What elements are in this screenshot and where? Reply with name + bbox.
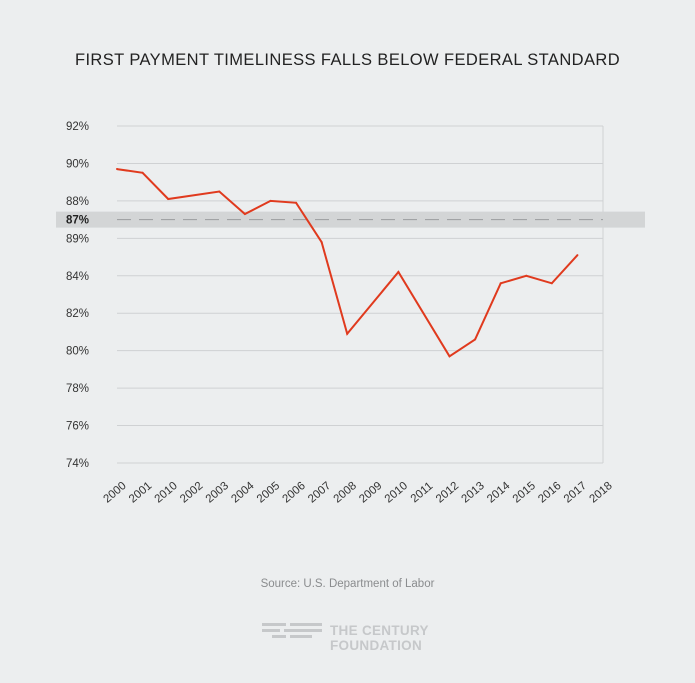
data-point	[269, 199, 272, 202]
tcf-logo-icon	[262, 623, 322, 638]
series	[116, 168, 579, 358]
x-tick-label: 2003	[204, 480, 231, 506]
data-point	[448, 355, 451, 358]
x-tick-label: 2006	[280, 480, 307, 506]
x-tick-label: 2005	[255, 480, 282, 506]
line-chart: 87% 92%90%88%89%84%82%80%78%76%74% 20002…	[56, 121, 645, 506]
y-axis-ticks: 92% 90% 88% 89% 84% 82% 80% 78% 76% 74%	[66, 121, 89, 470]
y-tick-label: 80%	[66, 346, 89, 358]
data-point	[550, 282, 553, 285]
x-tick-label: 2016	[536, 480, 563, 506]
logo-line-2: FOUNDATION	[330, 638, 422, 653]
y-tick-label: 84%	[66, 271, 89, 283]
y-tick-label: 78%	[66, 383, 89, 395]
data-point	[397, 271, 400, 274]
chart-title: FIRST PAYMENT TIMELINESS FALLS BELOW FED…	[74, 51, 621, 69]
source-note: Source: U.S. Department of Labor	[260, 578, 435, 590]
logo-line-1: THE CENTURY	[330, 623, 429, 638]
series-line	[116, 168, 579, 358]
standard-band: 87%	[56, 211, 645, 228]
x-tick-label: 2002	[178, 480, 205, 506]
x-tick-label: 2017	[562, 480, 589, 506]
data-point	[167, 198, 170, 201]
data-point	[346, 332, 349, 335]
x-tick-label: 2011	[409, 480, 436, 505]
x-tick-label: 2012	[434, 480, 461, 506]
x-axis-ticks: 2000200120102002200320042005200620072008…	[101, 479, 614, 505]
x-tick-label: 2008	[332, 480, 359, 506]
y-tick-label: 90%	[66, 158, 89, 170]
data-point	[218, 190, 221, 193]
y-tick-label: 89%	[66, 233, 89, 245]
data-point	[525, 274, 528, 277]
logo-wordmark: THE CENTURY FOUNDATION	[330, 623, 429, 653]
x-tick-label: 2014	[485, 479, 513, 505]
x-tick-label: 2001	[127, 480, 154, 506]
data-point	[141, 171, 144, 174]
y-tick-label: 88%	[66, 196, 89, 208]
x-tick-label: 2013	[460, 480, 487, 506]
x-tick-label: 2018	[587, 480, 614, 506]
data-point	[499, 282, 502, 285]
y-tick-label: 74%	[66, 458, 89, 470]
data-point	[116, 168, 118, 171]
y-tick-label: 82%	[66, 308, 89, 320]
standard-label: 87%	[66, 215, 89, 227]
data-point	[243, 212, 246, 215]
x-tick-label: 2010	[383, 480, 410, 506]
gridlines	[117, 125, 604, 464]
x-tick-label: 2004	[229, 479, 257, 505]
y-tick-label: 76%	[66, 421, 89, 433]
x-tick-label: 2007	[306, 480, 333, 506]
x-tick-label: 2015	[511, 480, 538, 506]
x-tick-label: 2000	[101, 480, 128, 506]
data-point	[320, 241, 323, 244]
x-tick-label: 2009	[357, 480, 384, 506]
data-point	[295, 201, 298, 204]
x-tick-label: 2010	[153, 480, 180, 506]
data-point	[474, 338, 477, 341]
data-point	[576, 254, 579, 257]
y-tick-label: 92%	[66, 121, 89, 133]
